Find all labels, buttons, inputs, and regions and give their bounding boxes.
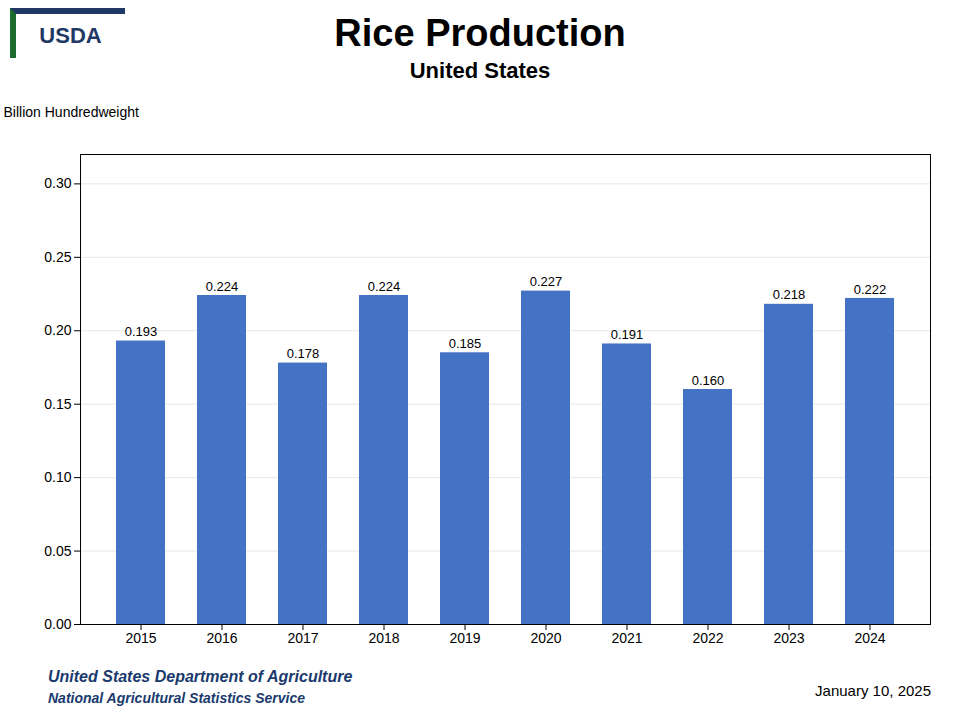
html-text:United States: United States xyxy=(409,58,551,83)
svg-text:0.193: 0.193 xyxy=(125,324,158,339)
svg-text:2015: 2015 xyxy=(125,630,156,646)
svg-text:2016: 2016 xyxy=(206,630,237,646)
svg-text:0.30: 0.30 xyxy=(44,175,71,191)
svg-text:0.191: 0.191 xyxy=(611,327,644,342)
svg-text:2018: 2018 xyxy=(368,630,399,646)
svg-text:2023: 2023 xyxy=(773,630,804,646)
html-text:United States Department of Ag: United States Department of Agriculture xyxy=(48,668,353,685)
html-text:January 10, 2025: January 10, 2025 xyxy=(815,682,931,699)
svg-text:0.10: 0.10 xyxy=(44,469,71,485)
svg-text:2022: 2022 xyxy=(692,630,723,646)
svg-text:0.20: 0.20 xyxy=(44,322,71,338)
html-text:Rice Production: Rice Production xyxy=(334,12,626,54)
svg-text:2020: 2020 xyxy=(530,630,561,646)
svg-text:0.00: 0.00 xyxy=(44,616,71,632)
svg-text:0.222: 0.222 xyxy=(854,282,887,297)
svg-text:0.218: 0.218 xyxy=(773,287,806,302)
svg-text:0.224: 0.224 xyxy=(206,279,239,294)
svg-text:2024: 2024 xyxy=(854,630,885,646)
html-text:National Agricultural Statisti: National Agricultural Statistics Service xyxy=(48,690,305,706)
svg-text:0.05: 0.05 xyxy=(44,543,71,559)
svg-text:0.178: 0.178 xyxy=(287,346,320,361)
svg-text:Billion Hundredweight: Billion Hundredweight xyxy=(4,104,140,120)
svg-text:2021: 2021 xyxy=(611,630,642,646)
svg-text:0.15: 0.15 xyxy=(44,396,71,412)
svg-text:0.224: 0.224 xyxy=(368,279,401,294)
svg-text:2017: 2017 xyxy=(287,630,318,646)
html-text:USDA: USDA xyxy=(39,23,102,48)
svg-text:0.25: 0.25 xyxy=(44,249,71,265)
svg-text:0.185: 0.185 xyxy=(449,336,482,351)
svg-text:2019: 2019 xyxy=(449,630,480,646)
svg-text:0.160: 0.160 xyxy=(692,373,725,388)
svg-text:0.227: 0.227 xyxy=(530,274,563,289)
